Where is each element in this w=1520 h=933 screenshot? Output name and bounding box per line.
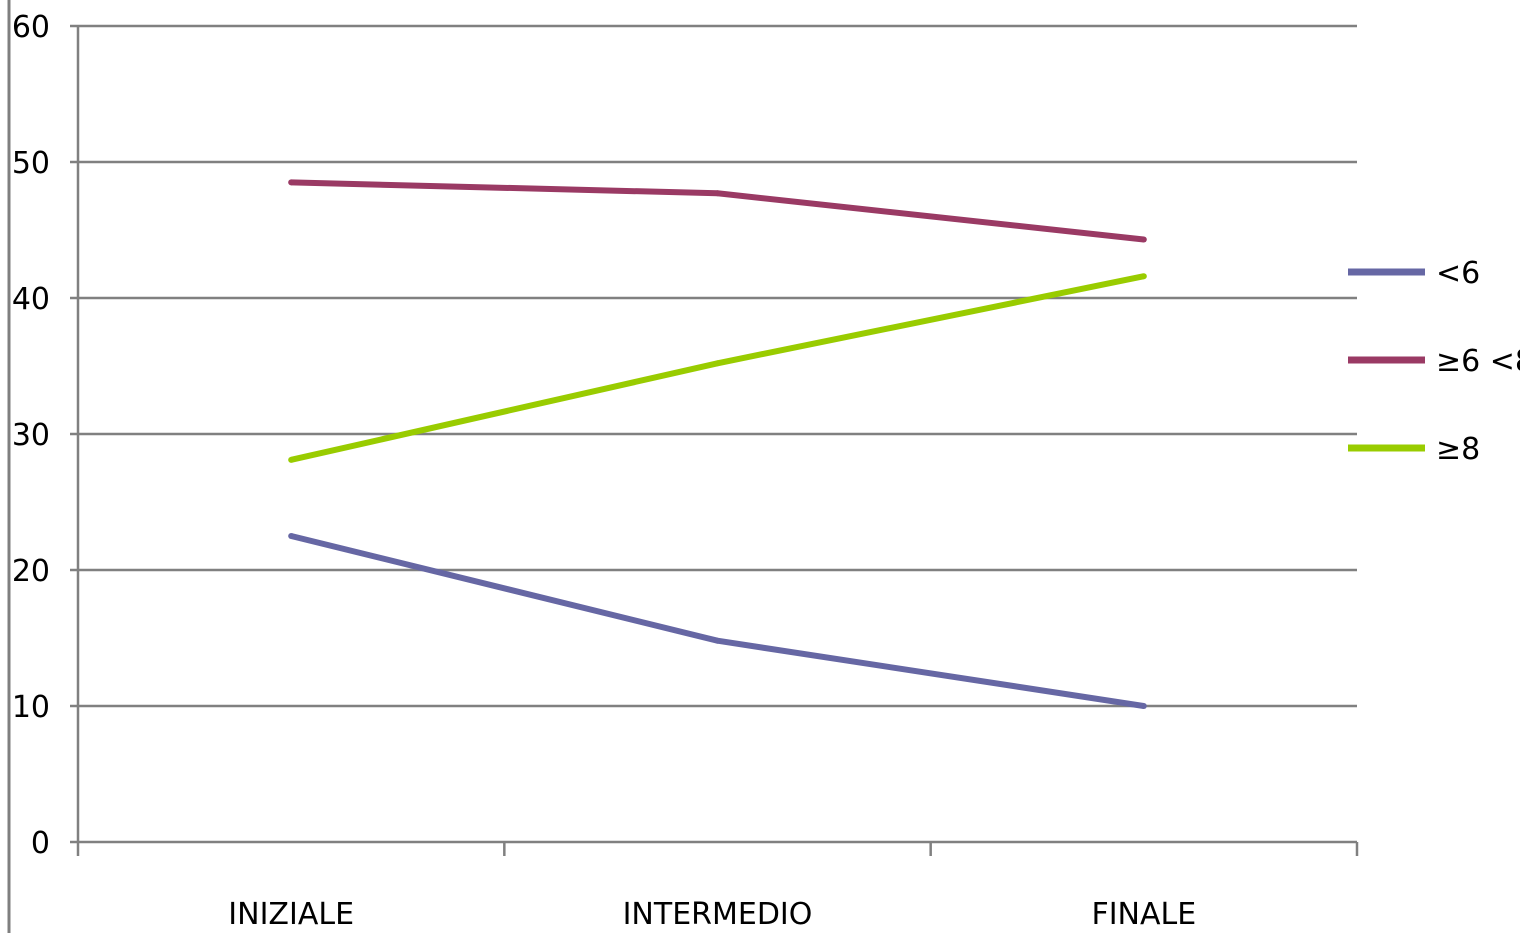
legend-label-2: ≥6 <8 xyxy=(1436,344,1520,379)
y-axis-tick-labels: 0 10 20 30 40 50 60 xyxy=(12,10,50,861)
x-tick-label-intermedio: INTERMEDIO xyxy=(623,897,813,932)
chart-frame xyxy=(7,0,11,933)
data-point-s2-0 xyxy=(288,179,295,186)
x-tick-label-finale: FINALE xyxy=(1091,897,1196,932)
axes xyxy=(70,26,1359,856)
data-point-s2-1 xyxy=(714,190,721,197)
series-line-3 xyxy=(290,273,1145,463)
data-point-s1-2 xyxy=(1140,703,1147,709)
y-tick-label-20: 20 xyxy=(12,554,50,589)
x-tick-label-iniziale: INIZIALE xyxy=(228,897,354,932)
legend: <6 ≥6 <8 ≥8 xyxy=(1348,256,1520,467)
data-point-s3-2 xyxy=(1140,273,1147,280)
legend-label-3: ≥8 xyxy=(1436,432,1480,467)
data-point-s3-1 xyxy=(714,360,721,367)
series-lines xyxy=(288,179,1147,709)
y-tick-label-60: 60 xyxy=(12,10,50,45)
legend-label-1: <6 xyxy=(1436,256,1480,291)
x-axis-tick-labels: INIZIALE INTERMEDIO FINALE xyxy=(228,897,1196,932)
y-tick-label-30: 30 xyxy=(12,418,50,453)
data-point-s3-0 xyxy=(288,456,295,463)
y-tick-label-40: 40 xyxy=(12,282,50,317)
data-point-s2-2 xyxy=(1140,236,1147,243)
y-tick-label-10: 10 xyxy=(12,690,50,725)
data-point-s1-1 xyxy=(714,637,721,644)
series-line-1 xyxy=(290,533,1145,709)
data-point-s1-0 xyxy=(288,533,295,539)
y-tick-label-0: 0 xyxy=(31,826,50,861)
y-tick-label-50: 50 xyxy=(12,146,50,181)
